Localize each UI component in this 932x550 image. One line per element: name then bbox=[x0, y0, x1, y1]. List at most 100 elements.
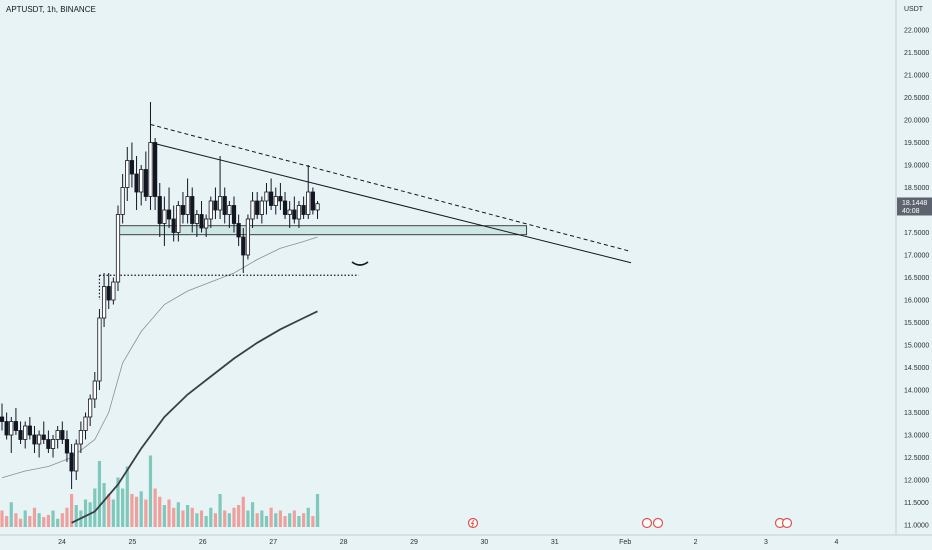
ma-slow-line bbox=[1, 236, 318, 479]
candle-body bbox=[139, 169, 144, 193]
candle-body bbox=[97, 317, 102, 382]
volume-bar bbox=[190, 507, 194, 527]
candle-body bbox=[269, 191, 274, 206]
candle-body bbox=[153, 142, 158, 197]
candle-body bbox=[166, 209, 172, 220]
volume-bar bbox=[302, 513, 306, 527]
volume-bar bbox=[250, 502, 255, 527]
price-axis-unit: USDT bbox=[904, 6, 924, 13]
candle-body bbox=[143, 169, 148, 197]
candle-body bbox=[250, 200, 255, 220]
volume-bar bbox=[167, 499, 171, 527]
candle-body bbox=[194, 214, 199, 224]
volume-bar bbox=[241, 496, 245, 527]
candle-body bbox=[213, 200, 218, 211]
price-tick-label: 16.0000 bbox=[904, 298, 929, 305]
candle-body bbox=[157, 196, 162, 224]
candle-body bbox=[78, 430, 83, 445]
candle-body bbox=[64, 439, 70, 454]
candle-body bbox=[171, 218, 176, 233]
price-tick-label: 21.5000 bbox=[904, 50, 929, 57]
candle-body bbox=[315, 203, 320, 211]
time-tick-label: 3 bbox=[764, 539, 768, 546]
price-tick-label: 22.0000 bbox=[904, 28, 929, 35]
candle-body bbox=[129, 160, 135, 175]
volume-bar bbox=[121, 488, 125, 527]
volume-bar bbox=[315, 513, 320, 527]
volume-bar bbox=[204, 516, 208, 527]
candle-body bbox=[18, 430, 23, 440]
volume-bar bbox=[237, 505, 241, 527]
volume-bar bbox=[0, 510, 4, 527]
volume-bar bbox=[232, 507, 236, 527]
volume-bar bbox=[172, 507, 176, 527]
candle-body bbox=[287, 209, 292, 215]
volume-bar bbox=[83, 499, 88, 527]
price-tick-label: 17.5000 bbox=[904, 230, 929, 237]
volume-bar bbox=[37, 513, 41, 527]
price-tick-label: 11.5000 bbox=[904, 500, 929, 507]
candle-body bbox=[37, 434, 42, 445]
candle-body bbox=[115, 214, 121, 283]
candle-body bbox=[273, 196, 278, 206]
candle-body bbox=[292, 209, 297, 220]
price-tick-label: 17.0000 bbox=[904, 253, 929, 260]
candle-body bbox=[222, 196, 227, 215]
volume-bar bbox=[134, 496, 139, 527]
volume-bar bbox=[269, 507, 273, 527]
candle-body bbox=[259, 200, 264, 215]
candle-body bbox=[236, 223, 241, 238]
volume-bar bbox=[162, 505, 166, 527]
price-tick-label: 12.0000 bbox=[904, 478, 929, 485]
volume-bar bbox=[144, 499, 148, 527]
candle-body bbox=[125, 160, 130, 188]
candle-body bbox=[296, 205, 302, 220]
volume-bar bbox=[130, 494, 134, 527]
time-tick-label: 31 bbox=[551, 539, 559, 546]
candle-body bbox=[241, 236, 246, 256]
price-tick-label: 16.5000 bbox=[904, 275, 929, 282]
candle-body bbox=[176, 205, 181, 233]
candle-body bbox=[278, 196, 283, 202]
volume-bar bbox=[274, 513, 278, 527]
volume-bar bbox=[260, 510, 264, 527]
time-tick-label: 27 bbox=[269, 539, 277, 546]
volume-bar bbox=[102, 483, 106, 527]
trendline-layer bbox=[98, 124, 632, 300]
event-marker-flag bbox=[652, 517, 664, 529]
volume-bar bbox=[125, 466, 129, 527]
candle-body bbox=[148, 142, 153, 197]
volume-bar bbox=[153, 488, 157, 527]
price-tick-label: 20.5000 bbox=[904, 95, 929, 102]
candle-body bbox=[190, 196, 195, 224]
volume-bar bbox=[51, 510, 55, 527]
candle-body bbox=[27, 425, 32, 436]
symbol-title: APTUSDT, 1h, BINANCE bbox=[6, 5, 96, 14]
candle-body bbox=[60, 430, 65, 440]
time-tick-label: Feb bbox=[619, 539, 631, 546]
volume-bar bbox=[70, 494, 74, 527]
candle-body bbox=[13, 421, 19, 431]
time-tick-label: 26 bbox=[199, 539, 207, 546]
time-tick-label: 4 bbox=[834, 539, 838, 546]
price-tick-label: 14.5000 bbox=[904, 365, 929, 372]
event-marker-flag bbox=[781, 517, 793, 529]
volume-bar bbox=[107, 494, 111, 527]
volume-bar bbox=[288, 513, 292, 527]
volume-bar bbox=[255, 513, 259, 527]
volume-bar bbox=[42, 517, 46, 527]
event-markers bbox=[467, 517, 793, 529]
candle-body bbox=[32, 434, 37, 445]
volume-bar bbox=[264, 516, 269, 527]
volume-bar bbox=[278, 510, 282, 527]
event-marker-lightning bbox=[467, 517, 479, 529]
lightning-icon bbox=[470, 519, 475, 527]
volume-bar bbox=[209, 507, 213, 527]
volume-bar bbox=[139, 491, 143, 527]
volume-bar bbox=[116, 477, 120, 527]
candle-body bbox=[208, 200, 213, 220]
volume-bar bbox=[5, 516, 9, 527]
countdown-label: 40:08 bbox=[902, 208, 920, 215]
time-tick-label: 30 bbox=[481, 539, 489, 546]
